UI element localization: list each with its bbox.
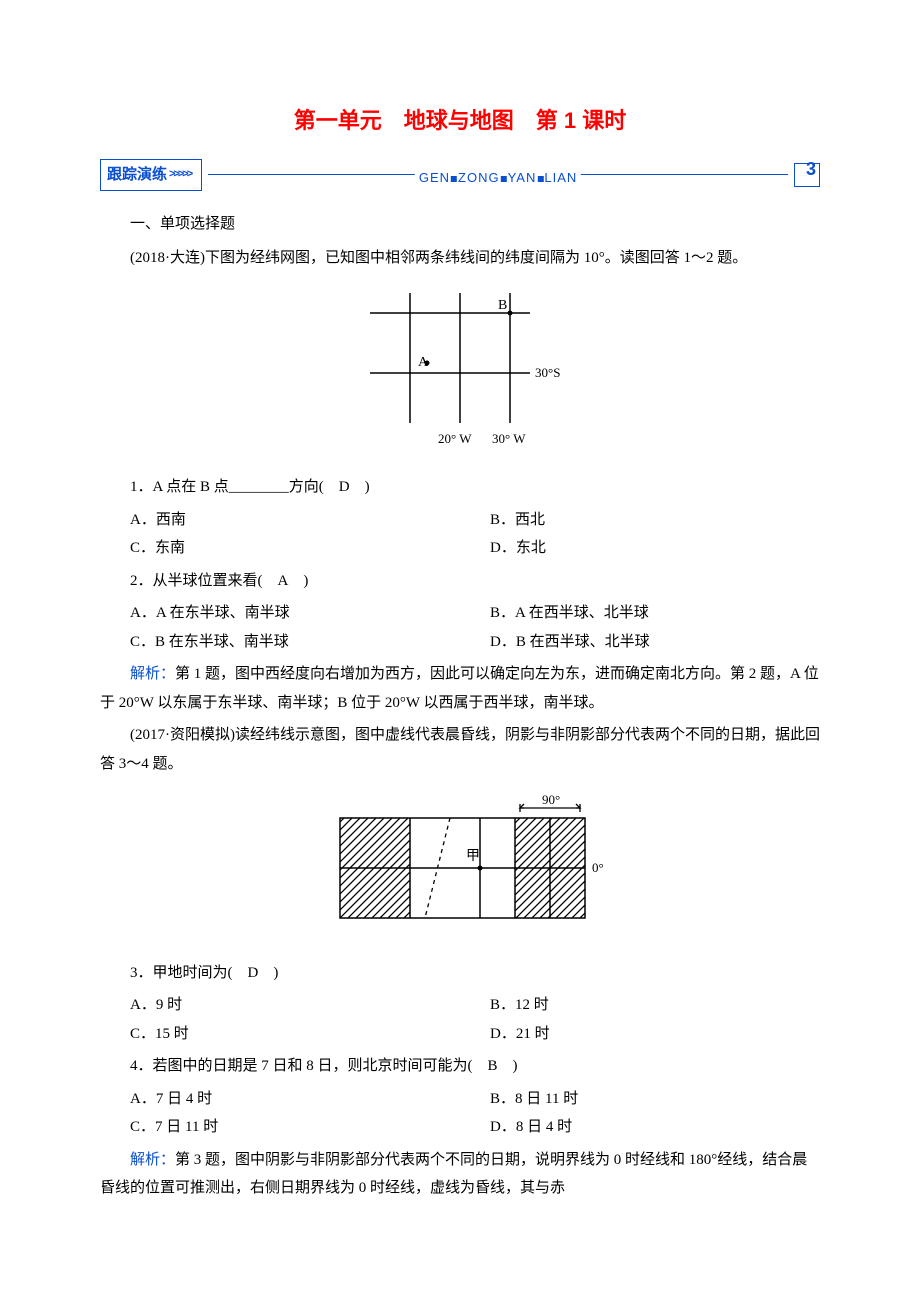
q1-opt-b: B．西北 bbox=[460, 506, 820, 535]
q4-tail: ) bbox=[498, 1058, 518, 1074]
chevron-right-icon: >>>>> bbox=[169, 164, 191, 185]
q1-opt-a: A．西南 bbox=[100, 506, 460, 535]
question-1: 1．A 点在 B 点________方向( D ) bbox=[100, 473, 820, 502]
q2-opt-b: B．A 在西半球、北半球 bbox=[460, 599, 820, 628]
q1-opt-d: D．东北 bbox=[460, 534, 820, 563]
figure-1: A B 30°S 20° W 30° W bbox=[100, 283, 820, 464]
q4-stem: 4．若图中的日期是 7 日和 8 日，则北京时间可能为( bbox=[130, 1058, 488, 1074]
unit-title: 第一单元 地球与地图 第 1 课时 bbox=[100, 100, 820, 142]
label-20W: 20° W bbox=[438, 431, 472, 446]
q1-options: A．西南 B．西北 C．东南 D．东北 bbox=[100, 506, 820, 563]
analysis-2-body: 第 3 题，图中阴影与非阴影部分代表两个不同的日期，说明界线为 0 时经线和 1… bbox=[100, 1152, 807, 1197]
label-0: 0° bbox=[592, 860, 604, 875]
analysis-1-body: 第 1 题，图中西经度向右增加为西方，因此可以确定向左为东，进而确定南北方向。第… bbox=[100, 666, 819, 711]
label-30S: 30°S bbox=[535, 365, 560, 380]
square-icon bbox=[537, 176, 543, 182]
q2-options: A．A 在东半球、南半球 B．A 在西半球、北半球 C．B 在东半球、南半球 D… bbox=[100, 599, 820, 656]
banner-divider: GENZONGYANLIAN bbox=[208, 174, 788, 175]
q1-answer: D bbox=[339, 479, 350, 495]
question-3: 3．甲地时间为( D ) bbox=[100, 959, 820, 988]
banner-left-box: 跟踪演练 >>>>> bbox=[100, 159, 202, 192]
section-heading: 一、单项选择题 bbox=[100, 210, 820, 239]
square-icon bbox=[451, 176, 457, 182]
analysis-label: 解析： bbox=[130, 1152, 175, 1168]
q2-opt-d: D．B 在西半球、北半球 bbox=[460, 628, 820, 657]
question-2: 2．从半球位置来看( A ) bbox=[100, 567, 820, 596]
label-A: A bbox=[418, 355, 429, 370]
analysis-1: 解析：第 1 题，图中西经度向右增加为西方，因此可以确定向左为东，进而确定南北方… bbox=[100, 660, 820, 717]
q3-options: A．9 时 B．12 时 C．15 时 D．21 时 bbox=[100, 991, 820, 1048]
banner-pinyin: GEN ZONG YAN LIAN bbox=[415, 166, 581, 191]
banner-left-label: 跟踪演练 bbox=[107, 161, 167, 190]
q4-opt-a: A．7 日 4 时 bbox=[100, 1085, 460, 1114]
q2-opt-c: C．B 在东半球、南半球 bbox=[100, 628, 460, 657]
q3-opt-c: C．15 时 bbox=[100, 1020, 460, 1049]
pinyin-yan: YAN bbox=[508, 170, 537, 185]
page-badge bbox=[794, 163, 820, 187]
q4-options: A．7 日 4 时 B．8 日 11 时 C．7 日 11 时 D．8 日 4 … bbox=[100, 1085, 820, 1142]
q1-opt-c: C．东南 bbox=[100, 534, 460, 563]
square-icon bbox=[501, 176, 507, 182]
q3-opt-a: A．9 时 bbox=[100, 991, 460, 1020]
question-4: 4．若图中的日期是 7 日和 8 日，则北京时间可能为( B ) bbox=[100, 1052, 820, 1081]
label-B: B bbox=[498, 298, 507, 313]
q2-answer: A bbox=[278, 573, 289, 589]
analysis-2: 解析：第 3 题，图中阴影与非阴影部分代表两个不同的日期，说明界线为 0 时经线… bbox=[100, 1146, 820, 1203]
q3-stem: 3．甲地时间为( bbox=[130, 965, 248, 981]
q3-tail: ) bbox=[258, 965, 278, 981]
tracking-banner: 跟踪演练 >>>>> GEN ZONG YAN LIAN bbox=[100, 160, 820, 190]
label-jia: 甲 bbox=[466, 849, 480, 864]
figure-2: 甲 90° 0° bbox=[100, 788, 820, 949]
q2-opt-a: A．A 在东半球、南半球 bbox=[100, 599, 460, 628]
q4-answer: B bbox=[488, 1058, 498, 1074]
pinyin-zong: ZONG bbox=[458, 170, 500, 185]
q3-opt-d: D．21 时 bbox=[460, 1020, 820, 1049]
q3-opt-b: B．12 时 bbox=[460, 991, 820, 1020]
intro-paragraph-2: (2017·资阳模拟)读经纬线示意图，图中虚线代表晨昏线，阴影与非阴影部分代表两… bbox=[100, 721, 820, 778]
pinyin-gen: GEN bbox=[419, 170, 450, 185]
q4-opt-b: B．8 日 11 时 bbox=[460, 1085, 820, 1114]
q1-stem: 1．A 点在 B 点________方向( bbox=[130, 479, 339, 495]
q4-opt-d: D．8 日 4 时 bbox=[460, 1113, 820, 1142]
q1-tail: ) bbox=[350, 479, 370, 495]
q4-opt-c: C．7 日 11 时 bbox=[100, 1113, 460, 1142]
analysis-label: 解析： bbox=[130, 666, 175, 682]
pinyin-lian: LIAN bbox=[544, 170, 577, 185]
intro-paragraph-1: (2018·大连)下图为经纬网图，已知图中相邻两条纬线间的纬度间隔为 10°。读… bbox=[100, 244, 820, 273]
q2-stem: 2．从半球位置来看( bbox=[130, 573, 278, 589]
label-90: 90° bbox=[542, 792, 560, 807]
q3-answer: D bbox=[248, 965, 259, 981]
label-30W: 30° W bbox=[492, 431, 526, 446]
q2-tail: ) bbox=[288, 573, 308, 589]
